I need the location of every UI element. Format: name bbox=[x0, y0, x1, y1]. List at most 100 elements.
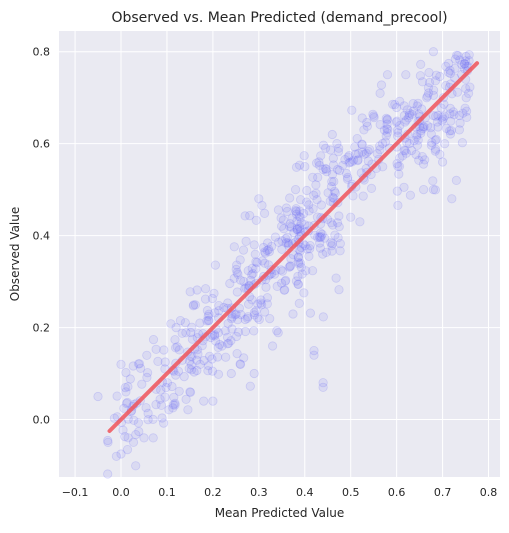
data-point bbox=[343, 152, 353, 162]
data-point bbox=[262, 299, 272, 309]
data-point bbox=[334, 165, 345, 176]
data-point bbox=[295, 206, 305, 216]
data-point bbox=[285, 261, 295, 272]
data-point bbox=[201, 284, 211, 294]
data-point bbox=[143, 368, 153, 378]
data-point bbox=[295, 226, 305, 236]
data-point bbox=[320, 233, 330, 243]
data-point bbox=[388, 99, 398, 110]
data-point bbox=[382, 115, 392, 125]
data-point bbox=[333, 147, 343, 157]
data-point bbox=[195, 359, 205, 369]
y-tick-label: 0.8 bbox=[33, 46, 51, 59]
data-point bbox=[243, 312, 253, 322]
data-point bbox=[204, 309, 214, 319]
data-point bbox=[375, 88, 385, 98]
data-point bbox=[253, 313, 263, 323]
data-point bbox=[305, 241, 315, 251]
data-point bbox=[151, 344, 161, 354]
data-point bbox=[292, 225, 302, 235]
data-point bbox=[363, 156, 373, 166]
data-point bbox=[231, 309, 241, 319]
data-point bbox=[430, 144, 441, 154]
data-point bbox=[403, 113, 413, 123]
data-point bbox=[460, 59, 470, 69]
data-point bbox=[443, 58, 454, 69]
data-point bbox=[329, 176, 339, 187]
data-point bbox=[296, 218, 306, 228]
data-point bbox=[238, 245, 249, 255]
data-point bbox=[148, 334, 159, 345]
data-point bbox=[399, 182, 409, 192]
data-point bbox=[431, 70, 441, 80]
data-point bbox=[392, 159, 402, 169]
data-point bbox=[179, 371, 189, 382]
data-point bbox=[383, 124, 393, 134]
data-point bbox=[382, 114, 393, 124]
data-point bbox=[321, 247, 331, 257]
data-point bbox=[172, 342, 182, 352]
data-point bbox=[204, 315, 214, 325]
data-point bbox=[400, 146, 410, 156]
data-point bbox=[445, 68, 455, 79]
data-point bbox=[261, 282, 271, 292]
data-point bbox=[378, 162, 388, 172]
data-point bbox=[435, 71, 445, 82]
data-point bbox=[281, 234, 291, 244]
data-point bbox=[321, 164, 331, 174]
data-point bbox=[401, 115, 411, 125]
data-point bbox=[168, 400, 178, 410]
data-point bbox=[148, 414, 158, 424]
data-point bbox=[193, 349, 203, 359]
data-point bbox=[357, 113, 367, 123]
x-tick-label: 0.5 bbox=[342, 486, 360, 499]
data-point bbox=[302, 185, 312, 196]
data-point bbox=[225, 278, 235, 289]
data-point bbox=[257, 256, 267, 266]
data-point bbox=[292, 216, 302, 226]
data-point bbox=[348, 155, 359, 165]
data-point bbox=[153, 356, 163, 366]
data-point bbox=[309, 190, 319, 200]
data-point bbox=[330, 230, 340, 240]
data-point bbox=[242, 313, 252, 323]
data-point bbox=[441, 81, 451, 91]
data-point bbox=[118, 425, 128, 435]
data-point bbox=[304, 200, 314, 210]
data-point bbox=[457, 59, 467, 70]
data-point bbox=[122, 444, 133, 455]
data-point bbox=[204, 361, 214, 371]
data-point bbox=[350, 142, 360, 152]
data-point bbox=[223, 318, 233, 329]
data-point bbox=[136, 363, 146, 373]
data-point bbox=[334, 285, 344, 295]
data-point bbox=[326, 218, 336, 228]
data-point bbox=[156, 385, 166, 395]
data-point bbox=[412, 101, 422, 111]
data-point bbox=[214, 306, 224, 316]
data-point bbox=[273, 328, 283, 338]
data-point bbox=[297, 269, 307, 279]
data-point bbox=[279, 224, 289, 234]
data-point bbox=[174, 386, 184, 396]
data-point bbox=[446, 126, 456, 136]
data-point bbox=[304, 206, 314, 216]
data-point bbox=[327, 241, 337, 251]
data-point bbox=[394, 169, 404, 179]
data-point bbox=[428, 90, 439, 100]
data-point bbox=[393, 200, 403, 210]
data-point bbox=[334, 222, 344, 232]
data-point bbox=[357, 147, 367, 157]
data-point bbox=[382, 128, 392, 138]
data-point bbox=[318, 378, 328, 388]
data-point bbox=[455, 55, 465, 65]
data-point bbox=[296, 242, 306, 253]
data-point bbox=[232, 267, 242, 278]
data-point bbox=[318, 249, 328, 259]
data-point bbox=[266, 241, 277, 251]
data-point bbox=[282, 232, 292, 242]
data-point bbox=[241, 236, 251, 246]
data-point bbox=[171, 343, 181, 353]
data-point bbox=[226, 336, 236, 346]
data-point bbox=[422, 91, 433, 101]
